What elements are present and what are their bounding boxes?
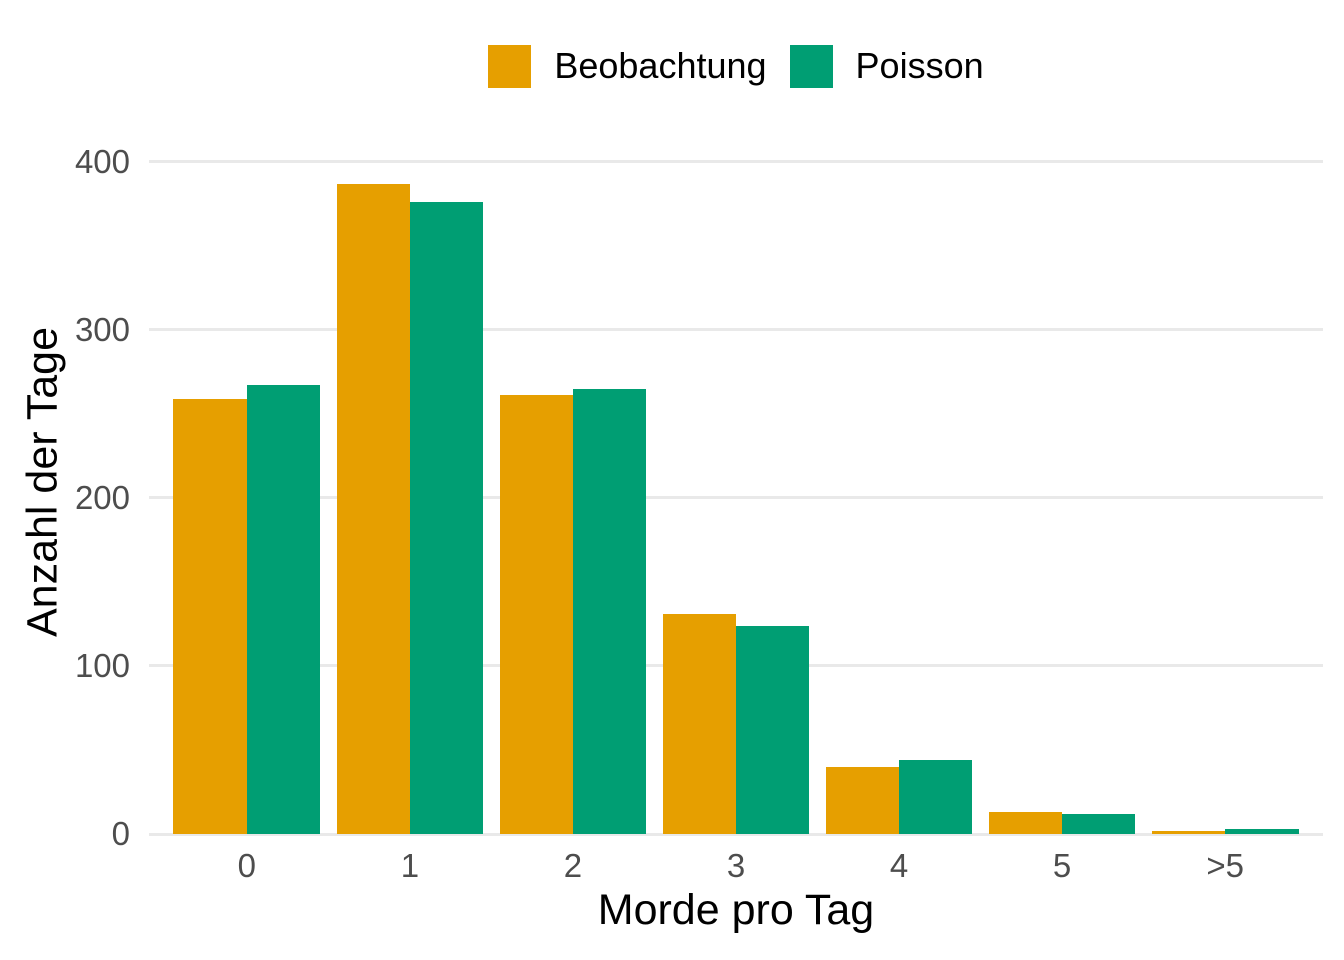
bar-poisson-5 <box>1062 813 1136 834</box>
bar-beobachtung-4 <box>825 766 900 834</box>
y-tick-label-100: 100 <box>74 646 130 684</box>
bar-beobachtung-2 <box>499 395 573 834</box>
beobachtung-legend-label: Beobachtung <box>554 45 767 86</box>
legend: Beobachtung Poisson <box>149 44 1323 88</box>
poisson-legend-label: Poisson <box>855 45 984 86</box>
legend-item-poisson: Poisson <box>789 44 984 88</box>
bar-beobachtung-5 <box>988 812 1063 834</box>
bar-beobachtung-1 <box>336 183 410 834</box>
bar-beobachtung-0 <box>173 398 247 834</box>
poisson-color-swatch <box>789 44 833 88</box>
y-tick-label-400: 400 <box>74 142 130 180</box>
y-tick-label-200: 200 <box>74 478 130 516</box>
bar-beobachtung-3 <box>662 613 736 834</box>
gridline-y-200 <box>149 496 1323 500</box>
plot-panel <box>149 130 1323 836</box>
bar-beobachtung->5 <box>1151 830 1226 834</box>
x-tick-label-5: 5 <box>1052 847 1072 884</box>
gridline-y-400 <box>149 160 1323 164</box>
bar-poisson->5 <box>1225 828 1299 834</box>
x-tick-label-0: 0 <box>237 847 256 884</box>
y-tick-label-300: 300 <box>74 310 130 348</box>
y-tick-label-0: 0 <box>111 815 130 852</box>
bar-poisson-3 <box>736 625 810 834</box>
x-axis-title: Morde pro Tag <box>597 886 875 934</box>
beobachtung-color-swatch <box>488 44 532 88</box>
bar-poisson-2 <box>572 388 647 834</box>
legend-item-beobachtung: Beobachtung <box>488 44 767 88</box>
x-tick-label-4: 4 <box>889 847 909 884</box>
bar-poisson-1 <box>409 202 484 834</box>
gridline-y-0 <box>149 832 1323 836</box>
x-tick-label->5: >5 <box>1206 847 1244 884</box>
x-tick-label-1: 1 <box>400 847 420 884</box>
bar-poisson-4 <box>899 760 973 834</box>
gridline-y-300 <box>149 328 1323 332</box>
bar-poisson-0 <box>246 385 321 834</box>
x-tick-label-2: 2 <box>563 847 583 884</box>
x-tick-label-3: 3 <box>726 847 746 884</box>
